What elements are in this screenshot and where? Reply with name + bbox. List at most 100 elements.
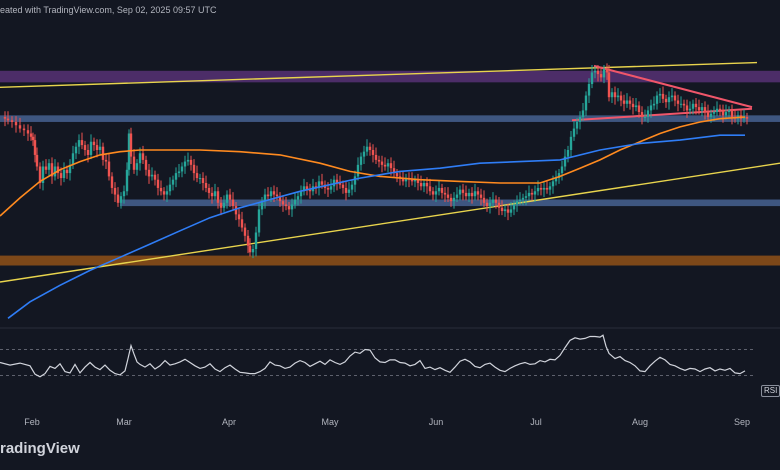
zone-orange-demand bbox=[0, 255, 780, 266]
candle-body bbox=[467, 192, 471, 197]
candle-body bbox=[422, 183, 426, 187]
candle-body bbox=[98, 146, 102, 150]
candle-body bbox=[33, 140, 37, 155]
candle-body bbox=[452, 197, 456, 202]
candle-body bbox=[189, 159, 193, 165]
candle-body bbox=[374, 154, 378, 160]
candle-body bbox=[210, 192, 214, 197]
candle-body bbox=[237, 214, 241, 220]
candle-body bbox=[350, 184, 354, 190]
candle-body bbox=[287, 206, 291, 210]
candle-body bbox=[299, 191, 303, 197]
candle-body bbox=[634, 105, 638, 108]
candle-body bbox=[219, 202, 223, 208]
candle-body bbox=[177, 171, 181, 174]
rsi-pane bbox=[0, 334, 755, 378]
candle-body bbox=[563, 156, 567, 167]
candle-body bbox=[68, 164, 72, 174]
candle-body bbox=[431, 191, 435, 195]
candle-body bbox=[473, 191, 477, 197]
candle-body bbox=[231, 199, 235, 207]
candle-body bbox=[631, 103, 635, 108]
candle-body bbox=[263, 194, 267, 202]
candle-body bbox=[80, 140, 84, 146]
candle-body bbox=[168, 184, 172, 192]
candle-body bbox=[308, 189, 312, 192]
candle-body bbox=[356, 164, 360, 177]
candle-body bbox=[419, 183, 423, 187]
candle-body bbox=[293, 199, 297, 205]
candle-body bbox=[658, 93, 662, 96]
tradingview-logo[interactable]: radingView bbox=[0, 440, 80, 457]
candle-body bbox=[65, 169, 69, 174]
candle-body bbox=[272, 191, 276, 195]
candle-body bbox=[92, 141, 96, 146]
candle-body bbox=[165, 191, 169, 195]
candle-body bbox=[455, 194, 459, 198]
candle-body bbox=[428, 186, 432, 192]
candle-body bbox=[116, 194, 120, 203]
candle-body bbox=[664, 98, 668, 103]
candle-body bbox=[180, 166, 184, 172]
zone-lower-support bbox=[120, 199, 780, 207]
candle-body bbox=[673, 95, 677, 101]
candle-body bbox=[667, 97, 671, 103]
candle-body bbox=[625, 100, 629, 104]
candle-body bbox=[41, 166, 45, 183]
candle-body bbox=[443, 192, 447, 195]
candle-body bbox=[575, 121, 579, 129]
candle-body bbox=[554, 178, 558, 182]
candle-body bbox=[225, 194, 229, 203]
candle-body bbox=[619, 95, 623, 101]
candle-body bbox=[305, 186, 309, 190]
candle-body bbox=[44, 166, 48, 170]
price-zones bbox=[0, 70, 780, 266]
candle-body bbox=[290, 204, 294, 210]
candle-body bbox=[195, 173, 199, 179]
candle-body bbox=[53, 166, 57, 177]
candle-body bbox=[437, 187, 441, 192]
candle-body bbox=[186, 159, 190, 162]
candle-body bbox=[183, 161, 187, 167]
candle-body bbox=[302, 186, 306, 192]
candle-body bbox=[557, 173, 561, 179]
candle-body bbox=[416, 179, 420, 183]
trendline-lower-channel bbox=[0, 162, 780, 283]
candle-body bbox=[14, 121, 18, 126]
candle-body bbox=[38, 166, 42, 183]
rsi-line bbox=[0, 334, 746, 378]
candle-body bbox=[509, 209, 513, 213]
candle-body bbox=[207, 187, 211, 193]
candle-body bbox=[83, 145, 87, 150]
candle-body bbox=[389, 163, 393, 169]
x-tick-label: Jun bbox=[429, 417, 444, 427]
candle-body bbox=[712, 112, 716, 114]
candle-body bbox=[110, 176, 114, 188]
candle-body bbox=[47, 163, 51, 170]
candle-body bbox=[332, 179, 336, 187]
candle-body bbox=[607, 72, 611, 98]
candle-body bbox=[56, 166, 60, 174]
trendline-triangle-top bbox=[593, 64, 753, 109]
candle-body bbox=[71, 153, 75, 165]
candle-body bbox=[539, 187, 543, 190]
candle-body bbox=[512, 204, 516, 210]
candle-body bbox=[257, 209, 261, 233]
candle-body bbox=[724, 112, 728, 116]
candle-body bbox=[590, 72, 594, 84]
candle-body bbox=[296, 196, 300, 200]
candle-body bbox=[162, 191, 166, 195]
candle-body bbox=[281, 201, 285, 205]
candle-body bbox=[545, 187, 549, 190]
candle-body bbox=[676, 100, 680, 104]
candle-body bbox=[386, 163, 390, 167]
candle-body bbox=[243, 227, 247, 236]
candle-body bbox=[584, 95, 588, 111]
x-axis: Feb Mar Apr May Jun Jul Aug Sep bbox=[24, 417, 750, 427]
candle-body bbox=[679, 103, 683, 105]
candle-body bbox=[521, 197, 525, 200]
candle-body bbox=[35, 154, 39, 167]
candle-body bbox=[637, 105, 641, 113]
candle-body bbox=[476, 191, 480, 195]
